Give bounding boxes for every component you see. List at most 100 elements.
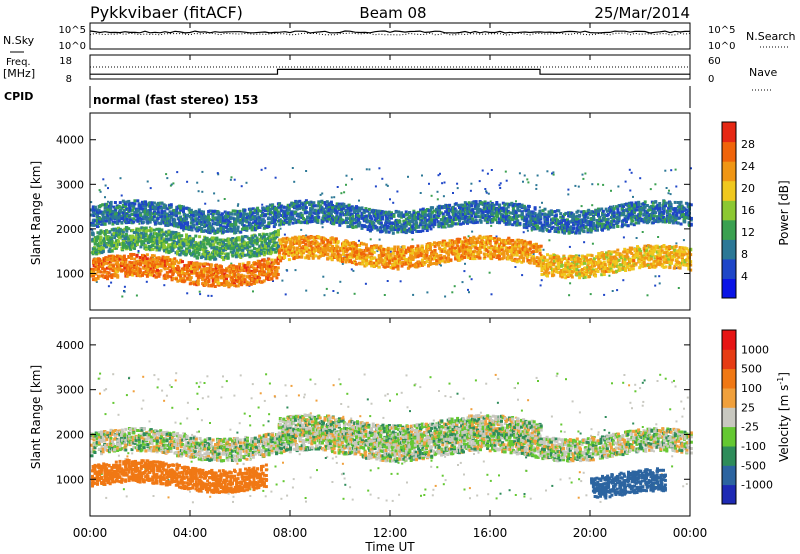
scatter-cell — [538, 206, 541, 209]
data-cell — [243, 246, 247, 250]
scatter-cell — [430, 194, 433, 197]
data-cell — [188, 211, 192, 214]
data-cell — [298, 204, 302, 208]
data-cell — [268, 264, 272, 268]
data-cell — [267, 239, 271, 243]
data-cell — [198, 245, 202, 249]
data-cell — [98, 239, 102, 243]
data-cell — [250, 249, 254, 253]
data-cell — [354, 207, 358, 211]
data-cell — [195, 211, 199, 215]
data-cell — [194, 234, 198, 238]
data-cell — [408, 216, 412, 220]
data-cell — [438, 221, 442, 225]
data-cell — [115, 254, 119, 258]
data-cell — [163, 267, 167, 271]
data-cell — [387, 219, 391, 223]
data-cell — [557, 230, 561, 234]
scatter-cell — [376, 250, 379, 253]
data-cell — [267, 222, 271, 226]
data-cell — [219, 220, 223, 224]
data-cell — [167, 233, 171, 237]
scatter-cell — [668, 189, 670, 192]
data-cell — [146, 216, 150, 220]
scatter-cell — [654, 183, 657, 186]
data-cell — [464, 208, 468, 212]
data-cell — [546, 216, 549, 220]
data-cell — [566, 224, 569, 228]
data-cell — [211, 267, 215, 271]
scatter-cell — [274, 176, 277, 179]
scatter-cell — [396, 190, 399, 193]
data-cell — [220, 268, 224, 272]
data-cell — [310, 220, 314, 223]
scatter-cell — [323, 294, 326, 297]
data-cell — [274, 211, 278, 215]
scatter-cell — [389, 198, 391, 201]
data-cell — [312, 218, 316, 221]
data-cell — [425, 226, 429, 230]
data-cell — [165, 230, 169, 234]
data-cell — [516, 219, 520, 223]
data-cell — [564, 211, 568, 215]
data-cell — [551, 218, 555, 222]
data-cell — [121, 260, 125, 264]
data-cell — [218, 246, 222, 250]
data-cell — [212, 243, 216, 247]
data-cell — [301, 203, 305, 206]
data-cell — [411, 231, 415, 234]
data-cell — [276, 266, 280, 270]
data-cell — [204, 269, 208, 273]
cpid-label: CPID — [4, 90, 33, 103]
data-cell — [329, 200, 333, 204]
data-cell — [109, 200, 113, 204]
data-cell — [267, 257, 271, 261]
data-cell — [284, 214, 288, 218]
data-cell — [317, 211, 321, 215]
data-cell — [356, 214, 360, 218]
data-cell — [113, 236, 117, 240]
data-cell — [230, 216, 234, 220]
data-cell — [171, 271, 175, 275]
data-cell — [216, 271, 220, 275]
scatter-cell — [104, 196, 106, 199]
data-cell — [177, 266, 181, 270]
scatter-cell — [675, 242, 678, 245]
data-cell — [240, 283, 244, 287]
data-cell — [163, 244, 167, 248]
data-cell — [245, 212, 249, 216]
scatter-cell — [186, 180, 189, 183]
data-cell — [541, 227, 545, 231]
data-cell — [171, 258, 175, 262]
scatter-cell — [260, 168, 263, 171]
data-cell — [128, 260, 132, 264]
data-cell — [212, 246, 216, 250]
data-cell — [364, 225, 368, 229]
data-cell — [205, 224, 209, 228]
data-cell — [198, 226, 202, 229]
data-cell — [99, 244, 103, 248]
data-cell — [167, 244, 171, 248]
data-cell — [190, 228, 194, 232]
data-cell — [513, 220, 517, 224]
data-cell — [157, 227, 161, 231]
scatter-cell — [654, 275, 657, 278]
data-cell — [431, 210, 435, 214]
scatter-cell — [452, 192, 454, 194]
data-cell — [178, 204, 182, 208]
data-cell — [239, 212, 243, 216]
scatter-cell — [582, 177, 585, 180]
data-cell — [518, 209, 521, 213]
data-cell — [531, 215, 535, 219]
data-cell — [106, 208, 110, 212]
data-cell — [472, 211, 476, 215]
data-cell — [275, 268, 279, 271]
scatter-cell — [233, 178, 236, 181]
data-cell — [213, 217, 217, 221]
scatter-cell — [664, 169, 667, 172]
scatter-cell — [597, 183, 600, 186]
data-cell — [417, 225, 421, 229]
data-cell — [230, 223, 234, 227]
data-cell — [454, 209, 458, 213]
data-cell — [192, 218, 196, 222]
